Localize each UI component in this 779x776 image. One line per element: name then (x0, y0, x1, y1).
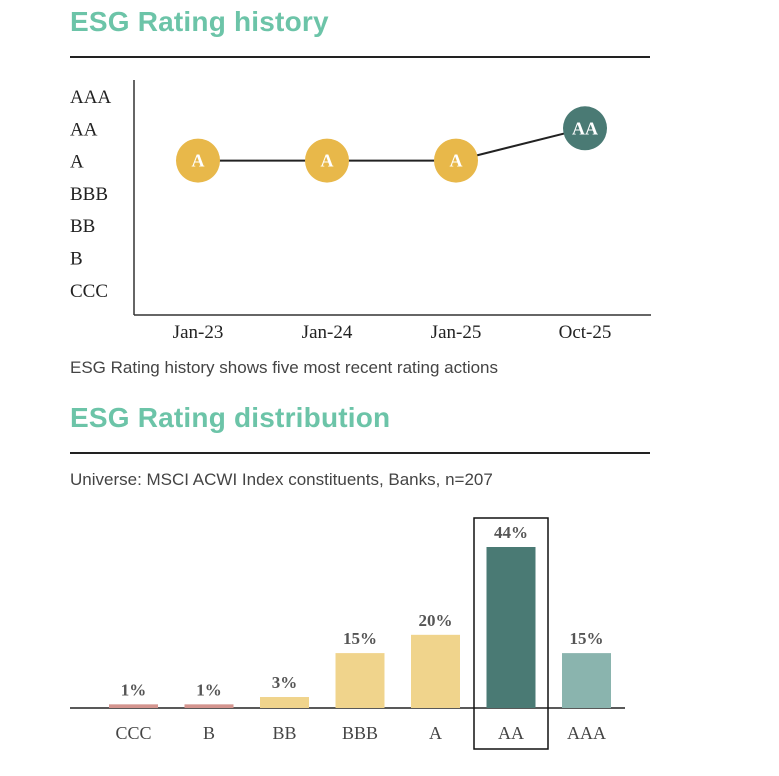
history-x-tick-label: Jan-25 (431, 322, 482, 343)
history-point (563, 106, 607, 151)
distribution-bar (184, 704, 234, 708)
history-point-label: A (321, 151, 334, 171)
distribution-bar (109, 704, 158, 708)
history-y-tick-label: CCC (70, 281, 108, 302)
history-y-tick-label: AAA (70, 87, 111, 108)
distribution-x-tick-label: AAA (567, 723, 606, 743)
history-x-tick-label: Oct-25 (559, 322, 612, 343)
distribution-value-label: 3% (272, 673, 298, 692)
distribution-bar (486, 547, 536, 708)
distribution-title: ESG Rating distribution (70, 402, 391, 433)
distribution-x-tick-label: B (203, 723, 215, 743)
distribution-x-tick-label: A (429, 723, 442, 743)
history-y-tick-label: A (70, 152, 84, 173)
history-point (176, 138, 220, 183)
distribution-value-label: 15% (570, 629, 604, 648)
distribution-value-label: 1% (121, 680, 147, 699)
distribution-bar (260, 697, 309, 708)
history-title-rule (70, 56, 650, 58)
distribution-bar (335, 653, 385, 708)
distribution-x-tick-label: CCC (115, 723, 151, 743)
history-caption: ESG Rating history shows five most recen… (70, 358, 499, 377)
history-y-tick-label: B (70, 249, 83, 270)
distribution-value-label: 1% (196, 680, 222, 699)
distribution-x-tick-label: BB (272, 723, 296, 743)
history-y-tick-label: BBB (70, 184, 108, 205)
history-point-label: A (192, 151, 205, 171)
distribution-highlight-box (473, 517, 549, 750)
distribution-value-label: 20% (419, 611, 453, 630)
distribution-bar (562, 653, 611, 708)
history-line-segment (455, 127, 586, 162)
distribution-value-label: 15% (343, 629, 377, 648)
history-y-tick-label: BB (70, 216, 95, 237)
distribution-x-tick-label: AA (498, 723, 524, 743)
distribution-x-tick-label: BBB (342, 723, 378, 743)
history-point (434, 138, 478, 183)
history-x-tick-label: Jan-24 (302, 322, 353, 343)
distribution-value-label: 44% (494, 523, 528, 542)
history-point (305, 138, 349, 183)
history-point-label: A (450, 151, 463, 171)
history-point-label: AA (572, 118, 598, 138)
distribution-caption: Universe: MSCI ACWI Index constituents, … (70, 470, 493, 489)
distribution-bar (411, 634, 460, 708)
history-y-tick-label: AA (70, 119, 98, 140)
history-title: ESG Rating history (70, 6, 329, 37)
history-x-tick-label: Jan-23 (173, 322, 224, 343)
distribution-title-rule (70, 452, 650, 454)
